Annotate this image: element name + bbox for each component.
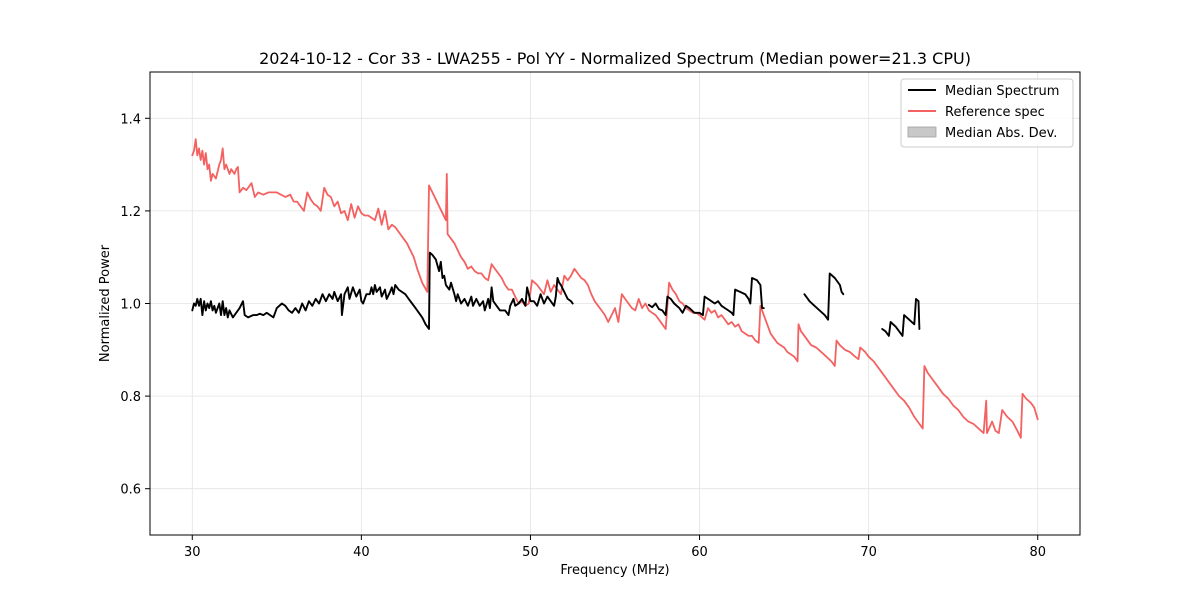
x-axis-label: Frequency (MHz) <box>560 563 669 578</box>
median-spectrum-line <box>647 277 765 317</box>
x-tick-label: 70 <box>860 545 877 560</box>
legend-mad-swatch <box>907 126 937 138</box>
y-tick-label: 0.8 <box>120 390 141 405</box>
median-spectrum-line <box>881 297 921 337</box>
x-tick-label: 80 <box>1029 545 1046 560</box>
y-tick-label: 1.2 <box>120 205 141 220</box>
y-tick-label: 0.6 <box>120 483 141 498</box>
legend: Median Spectrum Reference spec Median Ab… <box>900 78 1074 148</box>
chart-title: 2024-10-12 - Cor 33 - LWA255 - Pol YY - … <box>259 49 971 68</box>
legend-frame <box>900 78 1074 148</box>
series-layer <box>191 138 1039 439</box>
legend-mad-label: Median Abs. Dev. <box>945 126 1057 141</box>
x-tick-label: 30 <box>184 545 201 560</box>
legend-reference-label: Reference spec <box>945 105 1045 120</box>
x-tick-label: 40 <box>353 545 370 560</box>
median-spectrum-line <box>191 251 574 330</box>
y-tick-label: 1.0 <box>120 298 141 313</box>
axis-ticks: 30 40 50 60 70 80 0.6 0.8 1.0 1.2 1.4 <box>120 112 1046 560</box>
y-axis-label: Normalized Power <box>98 244 113 362</box>
reference-spec-line <box>191 138 1039 439</box>
y-tick-label: 1.4 <box>120 112 141 127</box>
x-tick-label: 60 <box>691 545 708 560</box>
median-spectrum-line <box>803 272 845 321</box>
legend-median-label: Median Spectrum <box>945 84 1059 99</box>
x-tick-label: 50 <box>522 545 539 560</box>
